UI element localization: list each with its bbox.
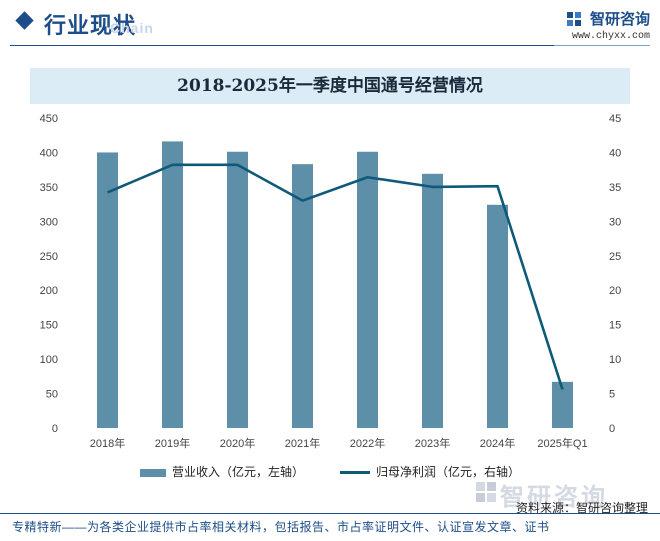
right-tick-label: 0 (609, 423, 615, 435)
x-tick-label: 2020年 (220, 436, 255, 450)
right-tick-label: 20 (609, 285, 621, 297)
right-tick-label: 40 (609, 147, 621, 159)
header-divider (10, 45, 554, 46)
legend-bar-swatch (140, 468, 166, 477)
bar-8 (552, 381, 573, 428)
page-header: 行业现状 Chain 智研咨询 www.chyxx.com (0, 0, 660, 46)
left-tick-label: 300 (40, 216, 58, 228)
x-tick-label: 2021年 (285, 436, 320, 450)
left-tick-label: 250 (40, 251, 58, 263)
right-tick-label: 45 (609, 113, 621, 125)
legend-line-swatch (340, 471, 370, 475)
footer-text: 专精特新——为各类企业提供市占率相关材料，包括报告、市占率证明文件、认证宣发文章… (12, 520, 550, 534)
legend-label-profit: 归母净利润（亿元，右轴） (376, 465, 521, 479)
left-tick-label: 0 (52, 423, 58, 435)
left-tick-label: 50 (46, 389, 58, 401)
legend-label-revenue: 营业收入（亿元，左轴） (172, 465, 305, 479)
bar-1 (97, 152, 118, 428)
right-tick-label: 5 (609, 389, 615, 401)
left-tick-label: 400 (40, 147, 58, 159)
brand-url: www.chyxx.com (571, 31, 650, 42)
right-tick-label: 35 (609, 182, 621, 194)
legend: 营业收入（亿元，左轴） 归母净利润（亿元，右轴） (0, 462, 660, 482)
source-watermark: 智研咨询 (500, 484, 608, 511)
x-tick-label: 2018年 (90, 436, 125, 450)
bar-2 (162, 141, 183, 428)
header-divider-secondary (554, 45, 650, 46)
footer-divider (0, 513, 660, 514)
profit-line (106, 163, 564, 390)
left-tick-label: 350 (40, 182, 58, 194)
x-tick-label: 2022年 (350, 436, 385, 450)
chart: 0 50 100 150 200 250 300 350 400 450 0 5 10 15 20 25 30… (40, 113, 622, 450)
source-logo-icon (476, 482, 496, 502)
right-tick-label: 15 (609, 320, 621, 332)
right-tick-label: 10 (609, 354, 621, 366)
chart-title: 2018-2025年一季度中国通号经营情况 (177, 76, 483, 96)
left-tick-label: 200 (40, 285, 58, 297)
left-tick-label: 100 (40, 354, 58, 366)
page-title: 行业现状 (44, 13, 137, 38)
left-tick-label: 450 (40, 113, 58, 125)
bar-7 (487, 204, 508, 428)
bar-6 (422, 173, 443, 428)
brand-logo-icon (566, 11, 581, 26)
source-note: 资料来源：智研咨询整理 (515, 501, 648, 515)
bar-5 (357, 151, 378, 428)
legend-item-revenue: 营业收入（亿元，左轴） (140, 462, 304, 482)
x-tick-label: 2019年 (155, 436, 190, 450)
right-tick-label: 30 (609, 216, 621, 228)
right-tick-label: 25 (609, 251, 621, 263)
x-tick-label: 2025年Q1 (537, 436, 587, 450)
x-tick-label: 2024年 (480, 436, 515, 450)
header-watermark: Chain (110, 20, 154, 36)
legend-item-profit: 归母净利润（亿元，右轴） (340, 462, 520, 482)
chart-title-band (30, 68, 630, 104)
brand-name: 智研咨询 (589, 11, 650, 28)
left-tick-label: 150 (40, 320, 58, 332)
bar-3 (227, 151, 248, 428)
brand: 智研咨询 www.chyxx.com (566, 8, 650, 42)
bar-4 (292, 164, 313, 428)
x-tick-label: 2023年 (415, 436, 450, 450)
